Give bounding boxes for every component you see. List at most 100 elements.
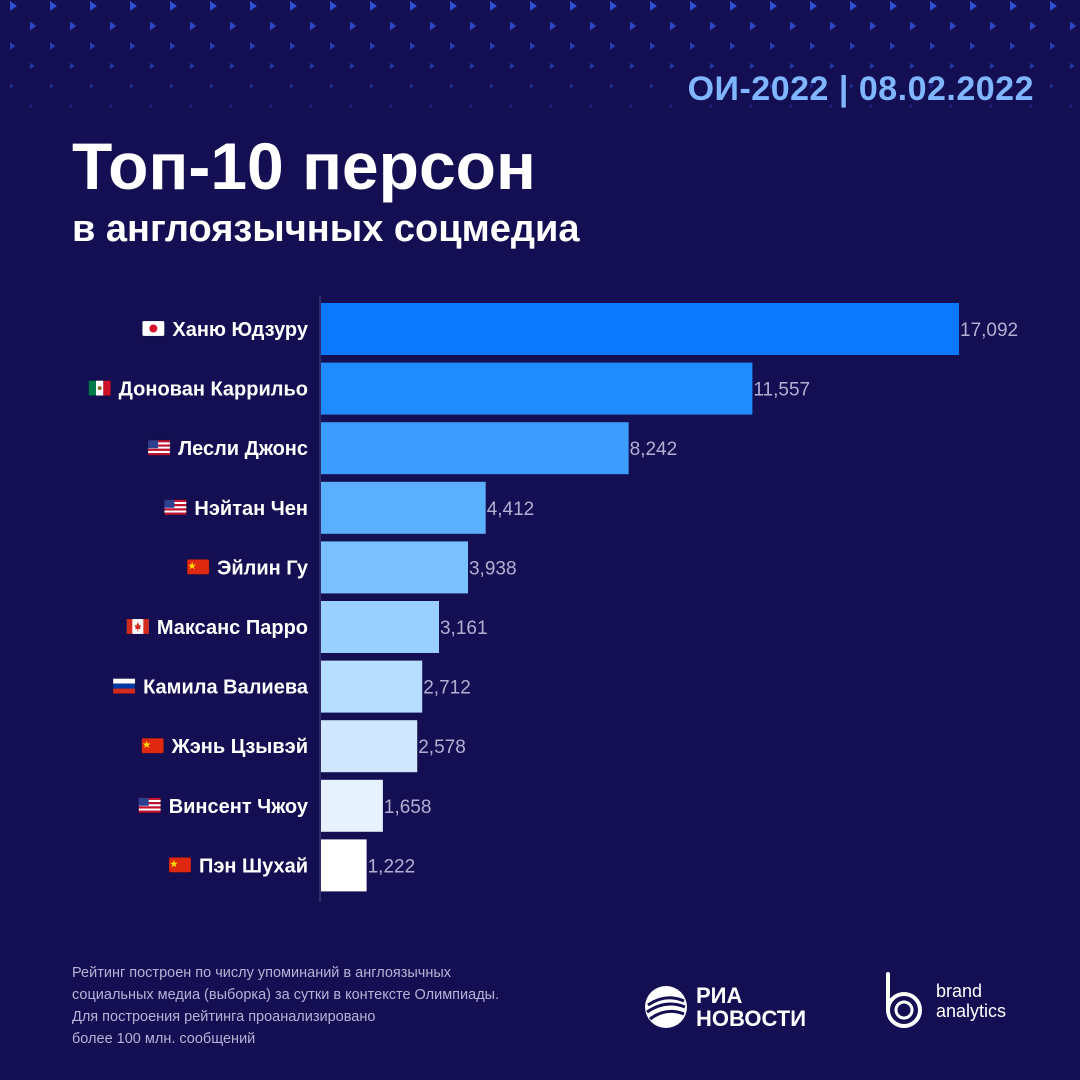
pattern-triangle — [630, 21, 637, 31]
pattern-triangle — [370, 83, 374, 89]
pattern-triangle — [10, 1, 17, 11]
pattern-triangle — [990, 21, 997, 31]
pattern-triangle — [590, 103, 594, 109]
pattern-triangle — [150, 103, 154, 109]
pattern-triangle — [730, 83, 734, 89]
pattern-triangle — [990, 103, 994, 109]
pattern-triangle — [90, 42, 96, 50]
bar-value-label: 3,161 — [440, 618, 488, 639]
pattern-triangle — [170, 83, 174, 89]
pattern-triangle — [410, 42, 416, 50]
pattern-triangle — [230, 21, 237, 31]
pattern-triangle — [1010, 83, 1014, 89]
bar-value-label: 2,578 — [418, 737, 466, 758]
pattern-triangle — [10, 83, 14, 89]
pattern-triangle — [810, 83, 814, 89]
pattern-triangle — [750, 103, 754, 109]
pattern-triangle — [930, 42, 936, 50]
pattern-triangle — [650, 83, 654, 89]
pattern-triangle — [430, 62, 435, 70]
pattern-triangle — [630, 62, 635, 70]
pattern-triangle — [890, 42, 896, 50]
ba-logo-line2: analytics — [936, 1001, 1007, 1021]
pattern-triangle — [530, 1, 537, 11]
pattern-triangle — [830, 62, 835, 70]
flag-us-icon — [147, 439, 171, 456]
event-date-label: ОИ-2022 | 08.02.2022 — [687, 70, 1034, 108]
pattern-triangle — [850, 42, 856, 50]
pattern-triangle — [190, 103, 194, 109]
pattern-triangle — [930, 83, 934, 89]
bar — [321, 839, 367, 892]
pattern-triangle — [770, 42, 776, 50]
pattern-triangle — [750, 21, 757, 31]
pattern-triangle — [1050, 1, 1057, 11]
pattern-triangle — [970, 83, 974, 89]
bar — [321, 601, 439, 653]
pattern-triangle — [110, 62, 115, 70]
pattern-triangle — [950, 62, 955, 70]
pattern-triangle — [350, 21, 357, 31]
pattern-triangle — [230, 62, 235, 70]
pattern-triangle — [490, 1, 497, 11]
pattern-triangle — [1030, 103, 1034, 109]
pattern-triangle — [270, 21, 277, 31]
pattern-triangle — [70, 103, 74, 109]
pattern-triangle — [250, 42, 256, 50]
bar — [321, 422, 629, 475]
pattern-triangle — [310, 62, 315, 70]
flag-jp-icon — [142, 320, 165, 337]
pattern-triangle — [690, 1, 697, 11]
pattern-triangle — [490, 42, 496, 50]
pattern-triangle — [330, 83, 334, 89]
methodology-note: Рейтинг построен по числу упоминаний в а… — [72, 962, 592, 1050]
pattern-triangle — [270, 103, 274, 109]
pattern-triangle — [830, 103, 834, 109]
pattern-triangle — [790, 62, 795, 70]
pattern-triangle — [890, 1, 897, 11]
pattern-triangle — [550, 21, 557, 31]
pattern-triangle — [1010, 1, 1017, 11]
pattern-triangle — [50, 42, 56, 50]
pattern-triangle — [890, 83, 894, 89]
pattern-triangle — [790, 21, 797, 31]
pattern-triangle — [610, 83, 614, 89]
pattern-triangle — [410, 1, 417, 11]
pattern-triangle — [230, 103, 234, 109]
pattern-triangle — [870, 21, 877, 31]
pattern-triangle — [1050, 42, 1056, 50]
ria-logo-line1: РИА — [696, 983, 743, 1008]
pattern-triangle — [590, 21, 597, 31]
bar-value-label: 1,222 — [368, 856, 416, 877]
category-label: Максанс Парро — [157, 617, 308, 639]
bar — [321, 660, 423, 713]
pattern-triangle — [470, 21, 477, 31]
pattern-triangle — [390, 21, 397, 31]
pattern-triangle — [130, 42, 136, 50]
pattern-triangle — [670, 103, 674, 109]
note-line: Рейтинг построен по числу упоминаний в а… — [72, 965, 452, 981]
pattern-triangle — [30, 21, 37, 31]
pattern-triangle — [10, 42, 16, 50]
pattern-triangle — [430, 103, 434, 109]
pattern-triangle — [710, 103, 714, 109]
flag-cn-icon — [141, 737, 164, 754]
pattern-triangle — [390, 62, 395, 70]
pattern-triangle — [830, 21, 837, 31]
pattern-triangle — [30, 103, 34, 109]
pattern-triangle — [190, 21, 197, 31]
pattern-triangle — [870, 62, 875, 70]
pattern-triangle — [270, 62, 275, 70]
flag-ru-icon — [112, 678, 136, 694]
pattern-triangle — [910, 103, 914, 109]
category-label: Винсент Чжоу — [169, 796, 309, 818]
pattern-triangle — [290, 1, 297, 11]
note-line: Для построения рейтинга проанализировано — [72, 1009, 376, 1025]
flag-cn-icon — [168, 857, 192, 873]
pattern-triangle — [530, 42, 536, 50]
pattern-triangle — [210, 42, 216, 50]
bar-value-label: 8,242 — [630, 439, 678, 460]
brand-analytics-b-icon — [886, 972, 922, 1028]
bar-value-label: 3,938 — [469, 558, 517, 579]
pattern-triangle — [650, 1, 657, 11]
